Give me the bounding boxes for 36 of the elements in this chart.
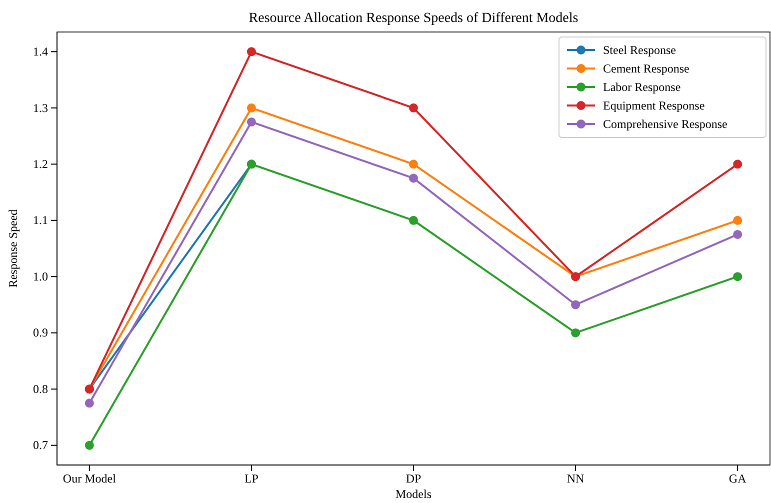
x-tick-label: Our Model xyxy=(62,472,117,486)
y-axis-title: Response Speed xyxy=(6,209,20,288)
point xyxy=(733,230,742,239)
point xyxy=(84,398,94,408)
y-tick-label: 1.0 xyxy=(33,269,48,284)
y-tick-label: 1.3 xyxy=(33,100,48,115)
x-tick-label: GA xyxy=(728,472,747,486)
legend-label: Labor Response xyxy=(603,80,681,94)
point xyxy=(246,47,256,56)
x-tick-label: NN xyxy=(566,472,585,486)
y-tick-label: 1.4 xyxy=(33,44,48,59)
point xyxy=(733,216,742,225)
point xyxy=(409,160,418,169)
point xyxy=(409,216,418,225)
chart-title: Resource Allocation Response Speeds of Different Models xyxy=(248,11,578,26)
legend-label: Steel Response xyxy=(603,43,676,57)
point xyxy=(571,328,580,338)
y-tick-label: 0.9 xyxy=(33,326,48,340)
point xyxy=(733,272,742,282)
legend-label: Equipment Response xyxy=(603,98,705,112)
point xyxy=(733,160,742,169)
x-tick-label: DP xyxy=(406,472,422,486)
y-tick-label: 0.7 xyxy=(33,438,48,452)
point xyxy=(246,103,256,112)
x-axis-title: Models xyxy=(396,487,432,501)
point xyxy=(409,103,418,112)
legend-label: Comprehensive Response xyxy=(603,117,728,131)
point xyxy=(571,300,580,310)
point xyxy=(409,174,418,183)
point xyxy=(84,440,94,450)
legend-label: Cement Response xyxy=(603,62,690,76)
y-tick-label: 0.8 xyxy=(33,382,48,396)
y-tick-label: 1.2 xyxy=(33,156,48,171)
x-tick-label: LP xyxy=(244,472,259,486)
point xyxy=(246,117,256,126)
y-tick-label: 1.1 xyxy=(33,213,48,228)
